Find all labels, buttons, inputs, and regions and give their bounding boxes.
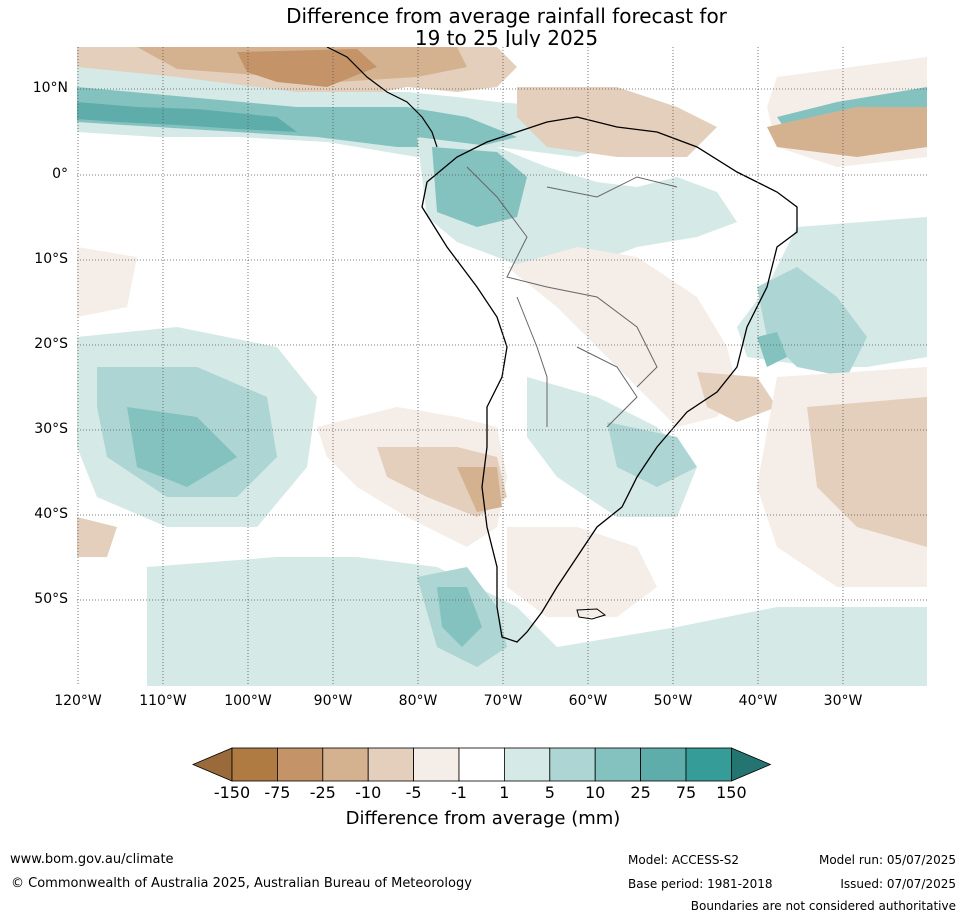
model-run-date: Model run: 05/07/2025 — [818, 853, 956, 867]
colorbar-tick-label: -75 — [264, 783, 291, 802]
anomaly-shading — [77, 47, 927, 686]
wet-region-coastal-brazil — [757, 267, 867, 377]
rainfall-anomaly-map — [77, 47, 927, 686]
colorbar-tick-label: -150 — [213, 783, 251, 802]
dry-region-patagonia — [507, 527, 657, 617]
latitude-label: 50°S — [34, 591, 68, 607]
wet-core-drake-passage — [437, 587, 482, 647]
colorbar-tick-label: 5 — [544, 783, 555, 802]
map-title-line2: 19 to 25 July 2025 — [414, 26, 599, 50]
colorbar-swatch — [413, 747, 460, 782]
colorbar-tick-label: 75 — [675, 783, 697, 802]
colorbar-tick-label: -1 — [451, 783, 467, 802]
longitude-label: 90°W — [313, 693, 353, 709]
colorbar-swatch — [322, 747, 369, 782]
colorbar — [192, 747, 772, 782]
latitude-label: 10°S — [34, 251, 68, 267]
dry-core-north — [237, 49, 377, 87]
colorbar-swatch — [549, 747, 596, 782]
dry-patch-pacific-southwest — [77, 517, 117, 557]
dry-band-atlantic — [767, 107, 927, 157]
wet-core-coastal-brazil — [757, 332, 787, 367]
longitude-label: 80°W — [398, 693, 438, 709]
latitude-label: 30°S — [34, 421, 68, 437]
map-title-line1: Difference from average rainfall forecas… — [286, 4, 727, 28]
colorbar-tick-label: -10 — [355, 783, 382, 802]
colorbar-tick-label: 25 — [630, 783, 651, 802]
latitude-label: 10°N — [32, 80, 68, 96]
wet-core-pacific-south — [127, 407, 237, 487]
colorbar-tick-label: -25 — [309, 783, 336, 802]
colorbar-tick-label: 150 — [716, 783, 747, 802]
dry-patch-pacific-west — [77, 247, 137, 317]
longitude-label: 100°W — [224, 693, 272, 709]
latitude-label: 40°S — [34, 506, 68, 522]
longitude-label: 40°W — [738, 693, 778, 709]
central-america-coastline — [326, 47, 438, 148]
colorbar-swatch — [685, 747, 732, 782]
wet-band-itcz-mid — [77, 87, 517, 147]
longitude-label: 110°W — [139, 693, 187, 709]
longitude-label: 70°W — [483, 693, 523, 709]
model-name: Model: ACCESS-S2 — [628, 853, 740, 867]
latitude-label: 0° — [52, 166, 68, 182]
colorbar-swatch — [640, 747, 687, 782]
colorbar-tick-label: 1 — [499, 783, 510, 802]
website-link[interactable]: www.bom.gov.au/climate — [10, 852, 174, 867]
wet-region-southern-ocean — [147, 557, 927, 686]
colorbar-label: Difference from average (mm) — [345, 808, 621, 829]
latitude-label: 20°S — [34, 336, 68, 352]
dry-region-southeast-brazil — [697, 372, 777, 422]
colorbar-swatch — [231, 747, 278, 782]
dry-region-venezuela — [517, 87, 717, 157]
colorbar-swatch — [503, 747, 551, 782]
base-period: Base period: 1981-2018 — [628, 877, 773, 891]
dry-core-chile — [457, 467, 502, 512]
longitude-label: 30°W — [823, 693, 863, 709]
falkland-islands — [576, 608, 607, 620]
graticule — [77, 47, 927, 686]
colorbar-swatch — [594, 747, 642, 782]
colorbar-tick-label: 10 — [585, 783, 606, 802]
longitude-label: 60°W — [568, 693, 608, 709]
south-america-coastline — [421, 116, 798, 643]
boundaries-disclaimer: Boundaries are not considered authoritat… — [690, 899, 956, 913]
colorbar-extend-low — [192, 747, 233, 782]
colorbar-extend-high — [731, 747, 772, 782]
issued-date: Issued: 07/07/2025 — [840, 877, 956, 891]
country-borders — [466, 166, 678, 428]
copyright-notice: © Commonwealth of Australia 2025, Austra… — [11, 876, 472, 891]
colorbar-swatch — [367, 747, 414, 782]
colorbar-swatch — [458, 747, 505, 782]
dry-pool-atlantic-south — [807, 397, 927, 547]
colorbar-tick-label: -5 — [405, 783, 422, 802]
wet-core-pacific — [77, 102, 297, 132]
longitude-label: 120°W — [54, 693, 102, 709]
longitude-label: 50°W — [653, 693, 693, 709]
dry-region-brazil — [507, 247, 737, 427]
colorbar-swatch — [277, 747, 324, 782]
